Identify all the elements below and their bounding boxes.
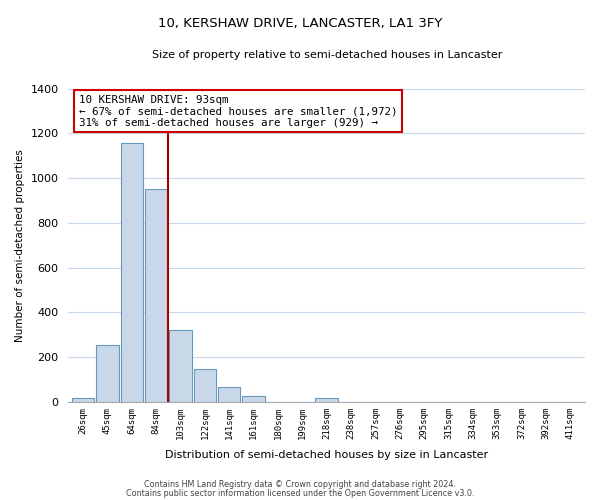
Bar — [72, 398, 94, 402]
Text: Contains HM Land Registry data © Crown copyright and database right 2024.: Contains HM Land Registry data © Crown c… — [144, 480, 456, 489]
Title: Size of property relative to semi-detached houses in Lancaster: Size of property relative to semi-detach… — [152, 50, 502, 60]
Bar — [121, 144, 143, 402]
Bar — [96, 344, 119, 402]
Y-axis label: Number of semi-detached properties: Number of semi-detached properties — [15, 148, 25, 342]
Bar — [169, 330, 192, 402]
Bar — [194, 370, 216, 402]
Text: 10 KERSHAW DRIVE: 93sqm
← 67% of semi-detached houses are smaller (1,972)
31% of: 10 KERSHAW DRIVE: 93sqm ← 67% of semi-de… — [79, 95, 397, 128]
Bar — [242, 396, 265, 402]
Bar — [145, 189, 167, 402]
Text: Contains public sector information licensed under the Open Government Licence v3: Contains public sector information licen… — [126, 488, 474, 498]
Bar — [316, 398, 338, 402]
Text: 10, KERSHAW DRIVE, LANCASTER, LA1 3FY: 10, KERSHAW DRIVE, LANCASTER, LA1 3FY — [158, 18, 442, 30]
X-axis label: Distribution of semi-detached houses by size in Lancaster: Distribution of semi-detached houses by … — [165, 450, 488, 460]
Bar — [218, 386, 241, 402]
